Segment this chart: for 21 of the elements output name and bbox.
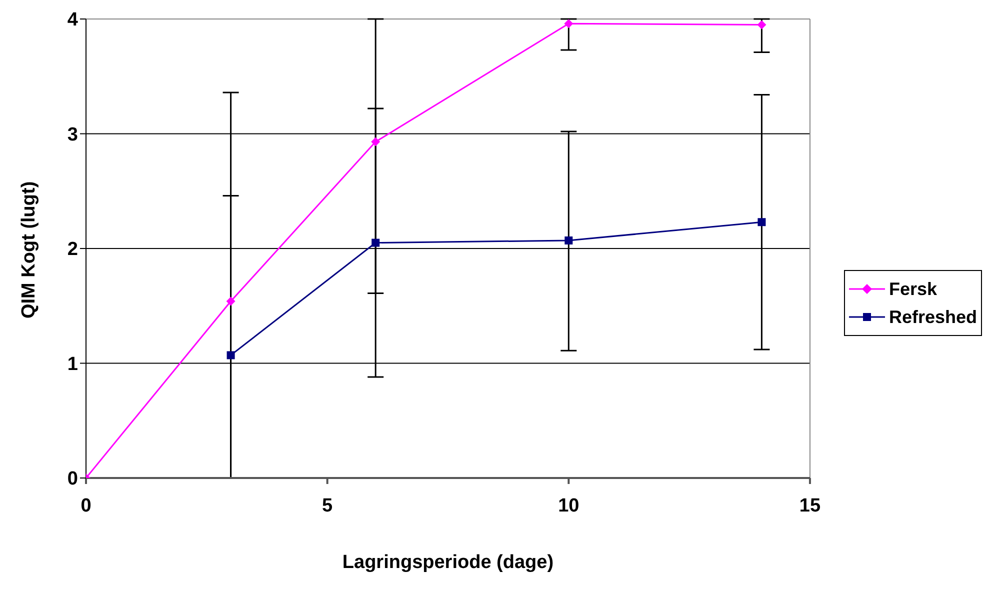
point bbox=[564, 236, 573, 244]
y-tick-label: 4 bbox=[67, 10, 78, 31]
point bbox=[564, 19, 574, 28]
point bbox=[371, 137, 380, 146]
point bbox=[226, 296, 236, 306]
x-tick-label: 0 bbox=[80, 495, 92, 516]
y-tick-label: 3 bbox=[67, 124, 78, 146]
point bbox=[372, 238, 380, 247]
x-tick-label: 15 bbox=[799, 495, 821, 516]
y-tick-label: 0 bbox=[67, 468, 78, 490]
point bbox=[226, 351, 235, 360]
legend-label: Refreshed bbox=[888, 306, 977, 328]
y-tick-label: 2 bbox=[67, 239, 78, 260]
y-axis-title: QIM Kogt (lugt) bbox=[18, 181, 40, 318]
y-tick-label: 1 bbox=[67, 354, 78, 375]
point bbox=[757, 20, 766, 30]
x-tick-label: 5 bbox=[322, 495, 334, 516]
x-tick-label: 10 bbox=[558, 495, 580, 516]
point bbox=[758, 218, 766, 226]
x-axis-title: Lagringsperiode (dage) bbox=[342, 552, 554, 573]
legend-label: Fersk bbox=[888, 278, 938, 300]
